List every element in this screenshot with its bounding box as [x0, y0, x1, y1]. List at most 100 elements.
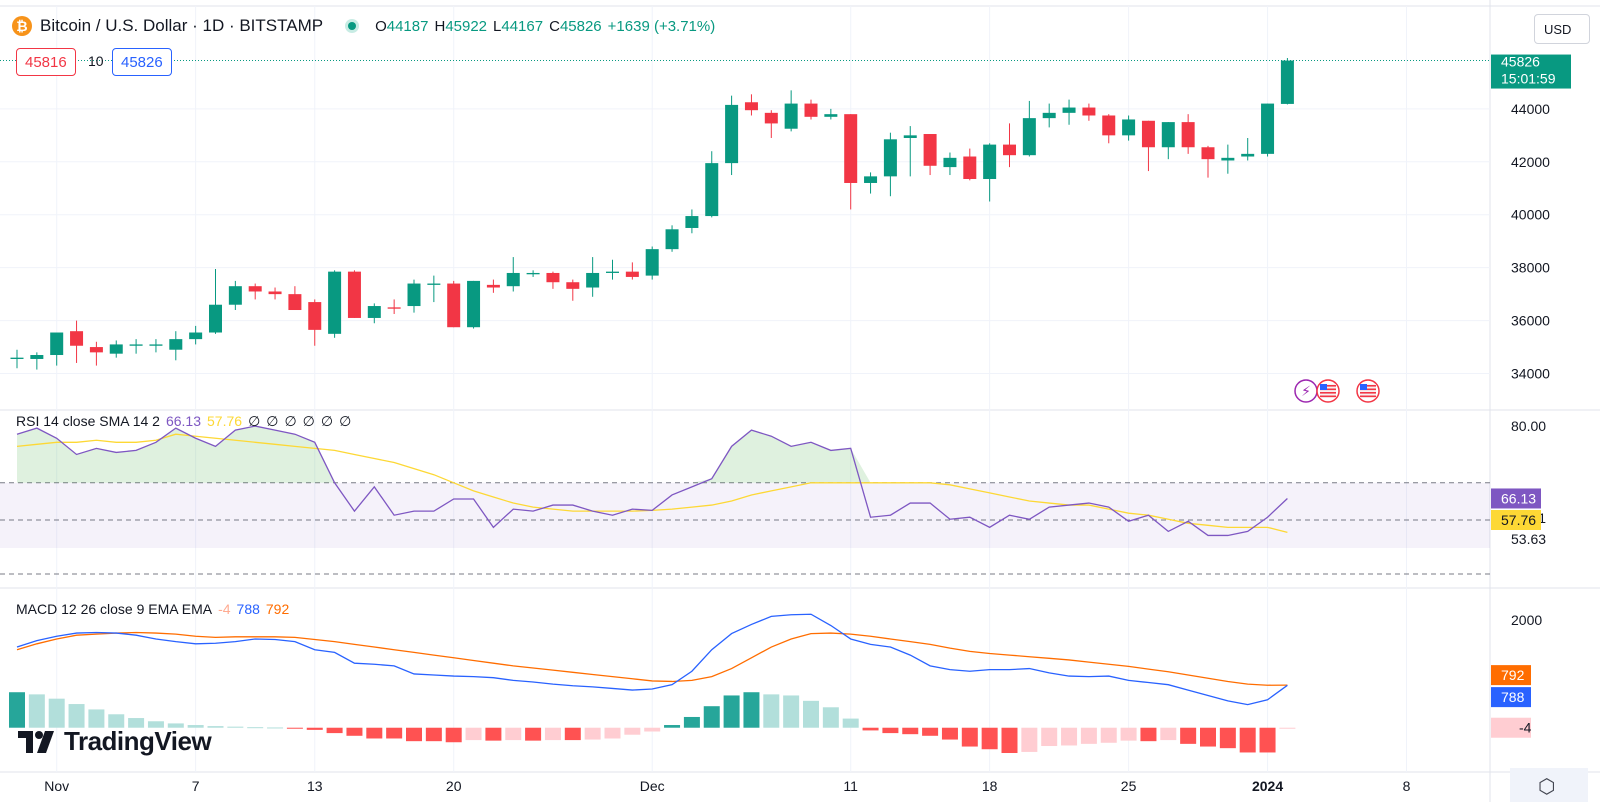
macd-histogram-bar — [941, 727, 958, 740]
candle-body — [50, 332, 64, 356]
macd-histogram-bar — [981, 727, 998, 750]
symbol-title[interactable]: Bitcoin / U.S. Dollar · 1D · BITSTAMP — [40, 16, 324, 35]
candle-body — [209, 304, 222, 333]
bitcoin-icon: ₿ — [12, 16, 32, 36]
signal-line — [16, 631, 1288, 686]
candle-body — [844, 114, 858, 183]
rsi-tick-label: 80.00 — [1511, 418, 1546, 434]
candle-body — [149, 344, 163, 346]
flag-stripe — [1320, 392, 1336, 394]
split-event-glyph: ⚡ — [1301, 383, 1311, 399]
macd-histogram-bar — [465, 727, 482, 741]
macd-histogram-bar — [28, 694, 45, 728]
macd-histogram-bar — [1041, 727, 1058, 747]
macd-legend-value: 788 — [236, 601, 260, 617]
macd-histogram-bar — [961, 727, 978, 747]
tradingview-logo[interactable]: TradingView — [18, 726, 212, 757]
candle-body — [685, 216, 699, 228]
candle-body — [963, 156, 977, 180]
candle-body — [288, 294, 302, 311]
candle-body — [586, 272, 600, 288]
rsi-legend[interactable]: RSI 14 close SMA 14 2 66.13 57.76 ∅ ∅ ∅ … — [16, 413, 351, 430]
rsi-band-fill — [0, 482, 1490, 548]
macd-histogram-bar — [703, 706, 720, 728]
rsi-legend-empty: ∅ — [284, 413, 297, 429]
candle-body — [1280, 60, 1294, 104]
rsi-legend-empty: ∅ — [248, 413, 261, 429]
candle-body — [625, 271, 639, 277]
low-value: 44167 — [501, 17, 544, 35]
macd-histogram-bar — [1239, 727, 1256, 753]
macd-histogram-bar — [624, 727, 641, 735]
candle-body — [228, 286, 242, 305]
candle-body — [824, 114, 838, 117]
sell-button[interactable]: 45816 — [16, 48, 76, 76]
macd-histogram-bar — [644, 727, 661, 732]
change-value: +1639 (+3.71%) — [607, 17, 716, 35]
rsi-sma-legend-value: 57.76 — [207, 413, 243, 429]
candle-body — [705, 163, 719, 217]
time-tick-label: 20 — [446, 778, 462, 794]
spread-value: 10 — [88, 53, 104, 69]
candle-body — [189, 332, 203, 340]
macd-histogram-bar — [723, 695, 740, 728]
macd-histogram-bar — [1021, 727, 1038, 752]
candle-body — [467, 280, 481, 328]
time-tick-label: 7 — [192, 778, 200, 794]
time-tick-label: 2024 — [1252, 778, 1283, 794]
time-tick-label: 11 — [843, 778, 858, 794]
price-tick-label: 38000 — [1511, 260, 1550, 276]
macd-histogram-bar — [286, 727, 303, 729]
close-value: 45826 — [559, 17, 602, 35]
high-value: 45922 — [445, 17, 488, 35]
buy-button[interactable]: 45826 — [112, 48, 172, 76]
candle-body — [169, 339, 183, 350]
candle-body — [367, 306, 381, 318]
candle-body — [1022, 118, 1036, 156]
rsi-legend-title: RSI 14 close SMA 14 2 — [16, 413, 160, 429]
close-label: C — [549, 17, 560, 35]
candle-body — [328, 271, 342, 334]
candle-body — [1102, 115, 1116, 136]
time-tick-label: 25 — [1121, 778, 1137, 794]
histogram-current-tag — [1491, 717, 1531, 738]
candle-body — [804, 103, 818, 117]
chart-settings-button[interactable]: ⬡ — [1510, 768, 1588, 802]
macd-histogram-bar — [922, 727, 939, 736]
macd-histogram-bar — [902, 727, 919, 735]
macd-legend[interactable]: MACD 12 26 close 9 EMA EMA -4 788 792 — [16, 601, 289, 617]
candle-body — [30, 355, 44, 359]
currency-selector[interactable]: USD — [1534, 14, 1590, 44]
candle-body — [109, 344, 123, 354]
candle-body — [1241, 153, 1255, 157]
settings-icon: ⬡ — [1538, 776, 1556, 798]
macd-histogram-bar — [584, 727, 601, 740]
histogram-current-value: -4 — [1519, 720, 1532, 736]
macd-line — [16, 613, 1288, 706]
market-open-icon — [345, 19, 360, 33]
candle-body — [10, 357, 24, 359]
time-tick-label: Dec — [640, 778, 665, 794]
macd-histogram-bar — [366, 727, 383, 739]
candle-body — [308, 302, 322, 330]
flag-canton — [1320, 384, 1327, 390]
macd-histogram-bar — [505, 727, 522, 741]
open-label: O — [375, 17, 387, 35]
macd-histogram-bar — [1100, 727, 1117, 743]
macd-histogram-bar — [485, 727, 502, 741]
candle-body — [1082, 107, 1096, 116]
flag-canton — [1360, 384, 1367, 390]
rsi-sma-current-value: 57.76 — [1501, 512, 1536, 528]
candle-body — [248, 286, 262, 292]
symbol-header: ₿ Bitcoin / U.S. Dollar · 1D · BITSTAMP … — [12, 14, 715, 38]
macd-hist-legend-value: -4 — [218, 601, 231, 617]
candle-body — [427, 283, 441, 285]
macd-histogram-bar — [1180, 727, 1197, 744]
rsi-current-value: 66.13 — [1501, 490, 1536, 506]
candle-body — [268, 291, 282, 295]
macd-histogram-bar — [346, 727, 363, 736]
candle-body — [903, 135, 917, 138]
rsi-legend-empty: ∅ — [320, 413, 334, 429]
macd-current-tag — [1491, 687, 1531, 708]
